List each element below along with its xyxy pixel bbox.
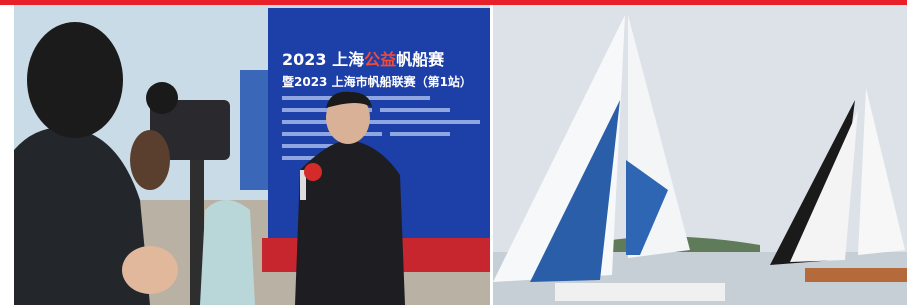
title-tail: 帆船赛 xyxy=(396,50,445,69)
board-subtitle: 暨2023 上海市帆船联赛（第1站） xyxy=(282,74,472,89)
sailing-photo xyxy=(493,5,907,305)
interview-photo: 2023 上海公益帆船赛 暨2023 上海市帆船联赛（第1站） xyxy=(14,5,490,305)
collage: 2023 上海公益帆船赛 暨2023 上海市帆船联赛（第1站） xyxy=(0,0,907,305)
board-title: 2023 上海公益帆船赛 xyxy=(282,50,445,69)
title-lead: 2023 上海 xyxy=(282,50,364,69)
top-bar xyxy=(0,0,907,5)
title-highlight: 公益 xyxy=(364,50,396,69)
